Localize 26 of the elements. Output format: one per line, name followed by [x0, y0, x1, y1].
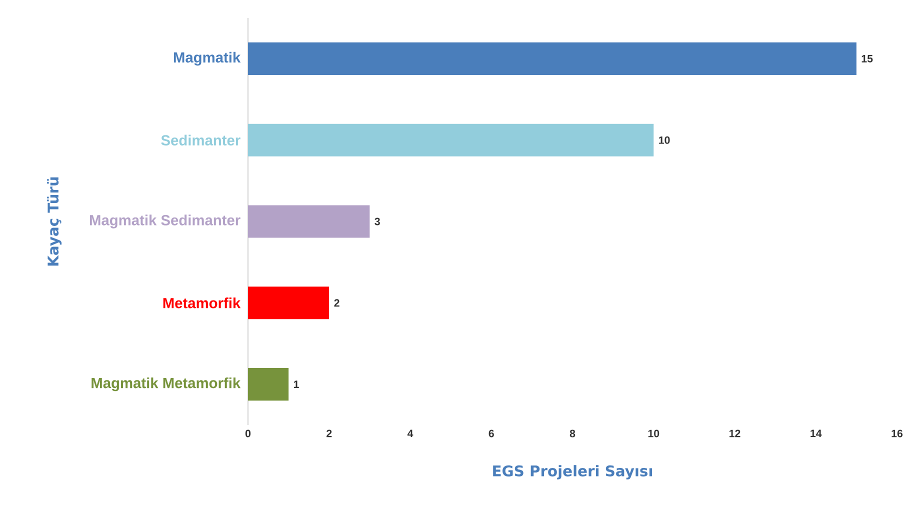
x-tick-label: 0 — [245, 430, 251, 438]
y-tick-label: Sedimanter — [161, 134, 240, 146]
x-tick-label: 14 — [810, 430, 822, 438]
bar — [248, 124, 654, 156]
y-axis-title: Kayaç Türü — [47, 177, 62, 266]
bar — [248, 368, 289, 401]
x-tick-label: 16 — [892, 430, 903, 438]
y-tick-label: Magmatik Sedimanter — [90, 214, 240, 228]
x-tick-label: 6 — [488, 430, 494, 438]
data-label: 3 — [374, 218, 380, 226]
data-label: 1 — [294, 380, 299, 388]
x-tick-label: 10 — [648, 430, 660, 438]
data-label: 15 — [862, 54, 873, 62]
x-tick-label: 12 — [729, 430, 740, 438]
y-tick-label: Magmatik Metamorfik — [92, 377, 241, 392]
data-label: 10 — [659, 136, 670, 144]
data-label: 2 — [334, 299, 340, 307]
x-axis-title: EGS Projeleri Sayısı — [493, 465, 652, 480]
bar — [248, 286, 330, 320]
x-tick-label: 2 — [326, 430, 332, 438]
x-tick-label: 4 — [407, 430, 414, 438]
x-tick-label: 8 — [570, 430, 576, 438]
bar — [248, 205, 370, 238]
y-tick-label: Magmatik — [174, 52, 241, 66]
bar — [248, 42, 856, 75]
y-tick-label: Metamorfik — [163, 298, 241, 308]
